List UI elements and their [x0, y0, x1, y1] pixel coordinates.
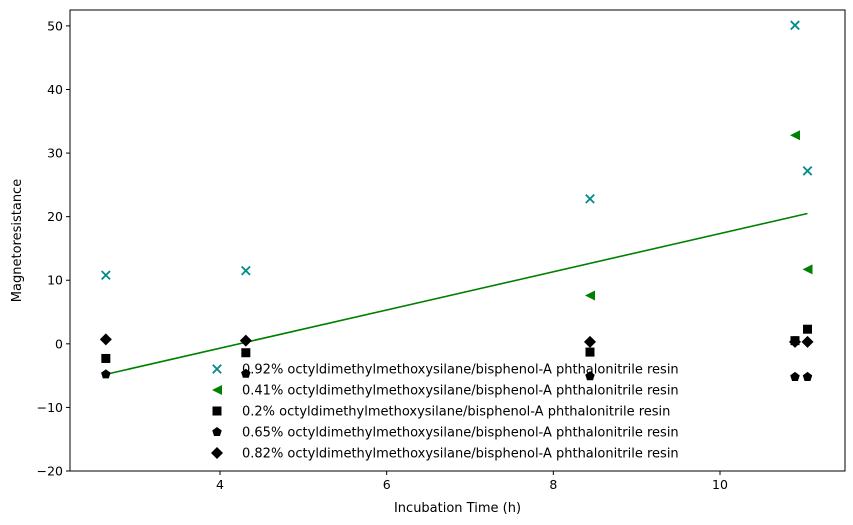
- data-point-pentagon: [790, 371, 800, 381]
- data-point-diamond: [239, 334, 252, 347]
- y-tick-label: 10: [47, 273, 63, 288]
- data-point-square: [585, 347, 595, 357]
- legend: 0.92% octyldimethylmethoxysilane/bisphen…: [211, 363, 679, 462]
- x-tick-label: 4: [216, 477, 224, 492]
- data-point-diamond: [801, 335, 814, 348]
- legend-label: 0.92% octyldimethylmethoxysilane/bisphen…: [242, 363, 679, 378]
- data-point-x: [585, 194, 595, 204]
- y-axis-ticks: −20 −10 0 10 20 30 40 50: [37, 18, 70, 479]
- y-tick-label: 30: [47, 146, 63, 161]
- data-point-pentagon: [241, 368, 251, 378]
- plot-frame: [69, 9, 846, 472]
- y-tick-label: 40: [47, 82, 63, 97]
- data-point-diamond: [99, 333, 112, 346]
- data-point-triangle-left: [802, 264, 813, 275]
- y-tick-label: 0: [55, 336, 63, 351]
- y-tick-label: 50: [47, 18, 63, 33]
- legend-marker-triangle-left: [212, 385, 222, 395]
- legend-marker-pentagon: [212, 427, 222, 437]
- x-tick-label: 10: [712, 477, 728, 492]
- legend-marker-square: [212, 406, 222, 416]
- x-tick-label: 8: [549, 477, 557, 492]
- trend-line-group: [105, 212, 808, 376]
- trend-line: [105, 212, 808, 376]
- y-tick-label: 20: [47, 209, 63, 224]
- data-point-pentagon: [101, 369, 111, 379]
- x-axis-ticks: 4 6 8 10: [216, 471, 728, 492]
- data-points: [99, 20, 814, 381]
- legend-label: 0.82% octyldimethylmethoxysilane/bisphen…: [242, 447, 679, 462]
- data-point-square: [101, 353, 111, 363]
- legend-label: 0.41% octyldimethylmethoxysilane/bisphen…: [242, 384, 679, 399]
- data-point-x: [100, 270, 111, 280]
- data-point-x: [790, 20, 800, 31]
- data-point-square: [241, 348, 251, 358]
- y-axis-label: Magnetoresistance: [10, 179, 25, 302]
- data-point-x: [240, 265, 251, 276]
- data-point-x: [802, 166, 813, 176]
- legend-label: 0.2% octyldimethylmethoxysilane/bispheno…: [242, 405, 670, 420]
- data-point-diamond: [584, 335, 596, 348]
- legend-marker-diamond: [211, 447, 223, 459]
- data-point-triangle-left: [790, 130, 800, 141]
- y-tick-label: −10: [37, 400, 63, 415]
- y-tick-label: −20: [37, 464, 63, 479]
- data-point-pentagon: [585, 371, 595, 381]
- x-axis-label: Incubation Time (h): [394, 501, 521, 516]
- data-point-square: [803, 324, 812, 334]
- data-point-diamond: [789, 335, 801, 348]
- legend-label: 0.65% octyldimethylmethoxysilane/bisphen…: [242, 426, 679, 441]
- data-point-triangle-left: [585, 290, 595, 301]
- data-point-pentagon: [802, 371, 813, 381]
- legend-marker-x: [212, 364, 222, 374]
- x-tick-label: 6: [383, 477, 391, 492]
